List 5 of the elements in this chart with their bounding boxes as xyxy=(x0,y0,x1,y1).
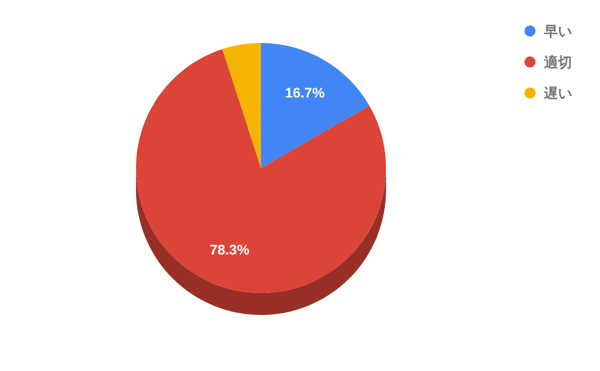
data-label: 78.3% xyxy=(210,242,250,258)
legend-label: 適切 xyxy=(543,54,572,71)
data-label: 16.7% xyxy=(284,84,326,100)
legend-label: 早い xyxy=(543,24,572,40)
legend-label: 遅い xyxy=(543,86,572,102)
